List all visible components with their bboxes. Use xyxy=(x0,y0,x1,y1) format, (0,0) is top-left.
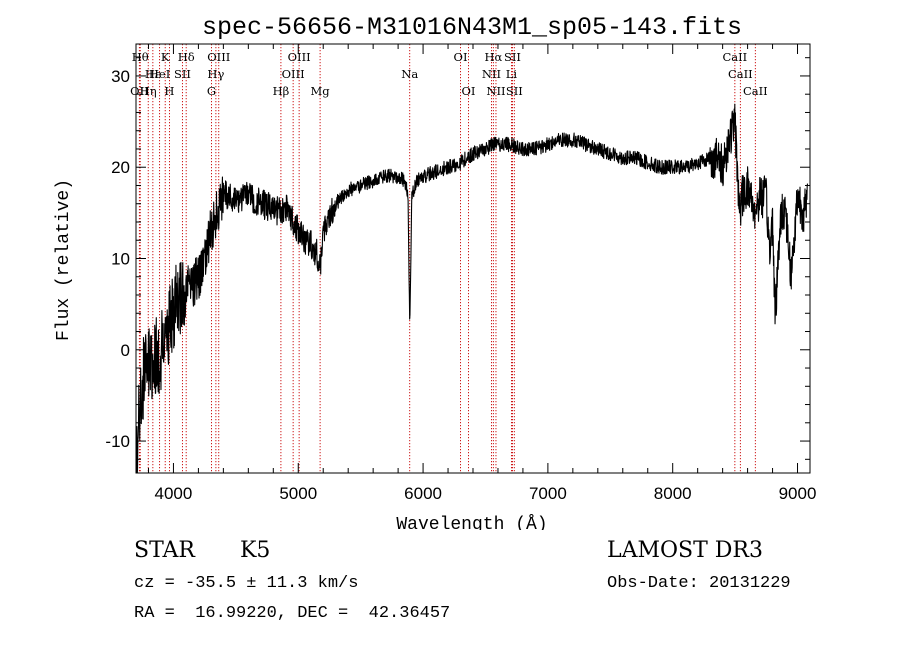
y-tick-label: 20 xyxy=(111,158,130,177)
line-label: Hβ xyxy=(273,84,290,98)
y-tick-label: 10 xyxy=(111,250,130,269)
line-label: OI xyxy=(454,50,468,64)
line-label: NII xyxy=(482,67,501,81)
spectrum-plot: 4000 5000 6000 7000 8000 9000 -10 0 10 20 30 Hθ OII… xyxy=(54,13,816,530)
line-label: OIII xyxy=(288,50,311,64)
x-tick-label: 7000 xyxy=(529,484,567,503)
x-tick-label: 8000 xyxy=(654,484,692,503)
line-label: CaII xyxy=(728,67,753,81)
line-label: K xyxy=(161,50,170,64)
line-label: Hα xyxy=(484,50,502,64)
line-label: NII xyxy=(486,84,505,98)
line-label: OIII xyxy=(207,50,230,64)
survey-name: LAMOST DR3 xyxy=(607,538,763,563)
chart-title: spec-56656-M31016N43M1_sp05-143.fits xyxy=(202,13,742,42)
line-label: Mg xyxy=(311,84,331,98)
line-label: Hη xyxy=(140,84,157,98)
line-label: OII xyxy=(130,84,149,98)
line-label: Li xyxy=(506,67,518,81)
line-markers xyxy=(138,44,756,473)
x-tick-label: 6000 xyxy=(404,484,442,503)
line-label: SII xyxy=(506,84,523,98)
line-label: Hθ xyxy=(132,50,149,64)
line-label: HeI xyxy=(149,67,170,81)
object-subclass: K5 xyxy=(240,538,271,563)
line-label: G xyxy=(207,84,216,98)
line-label: SII xyxy=(504,50,521,64)
line-label: SII xyxy=(174,67,191,81)
y-tick-label: -10 xyxy=(105,432,130,451)
plot-frame xyxy=(135,43,811,474)
spectrum-line xyxy=(136,103,809,473)
y-axis-label: Flux (relative) xyxy=(54,179,74,341)
x-tick-label: 9000 xyxy=(779,484,817,503)
x-tick-label: 4000 xyxy=(155,484,193,503)
line-label: CaII xyxy=(722,50,747,64)
line-label: Hε xyxy=(145,67,161,81)
x-axis-label: Wavelength (Å) xyxy=(396,514,547,530)
ra-dec: RA = 16.99220, DEC = 42.36457 xyxy=(134,604,451,623)
line-labels: HθOIIHηHεHeIKHSIIHδGHγOIIIHβOIIIOIIIMgNa… xyxy=(130,50,768,98)
line-label: H xyxy=(164,84,174,98)
y-tick-label: 30 xyxy=(111,67,130,86)
line-label: OI xyxy=(462,84,476,98)
line-label: Hδ xyxy=(178,50,195,64)
spectrum-series xyxy=(136,103,809,473)
line-label: Na xyxy=(401,67,418,81)
line-label: Hγ xyxy=(207,67,224,81)
y-tick-label: 0 xyxy=(121,341,130,360)
object-class: STAR xyxy=(134,538,195,563)
redshift-cz: cz = -35.5 ± 11.3 km/s xyxy=(134,574,359,593)
x-tick-label: 5000 xyxy=(279,484,317,503)
line-label: CaII xyxy=(743,84,768,98)
obs-date: Obs-Date: 20131229 xyxy=(607,574,791,593)
axes-frame xyxy=(135,43,811,474)
line-label: OIII xyxy=(282,67,305,81)
axis-ticks: 4000 5000 6000 7000 8000 9000 -10 0 10 20 30 xyxy=(105,44,816,503)
